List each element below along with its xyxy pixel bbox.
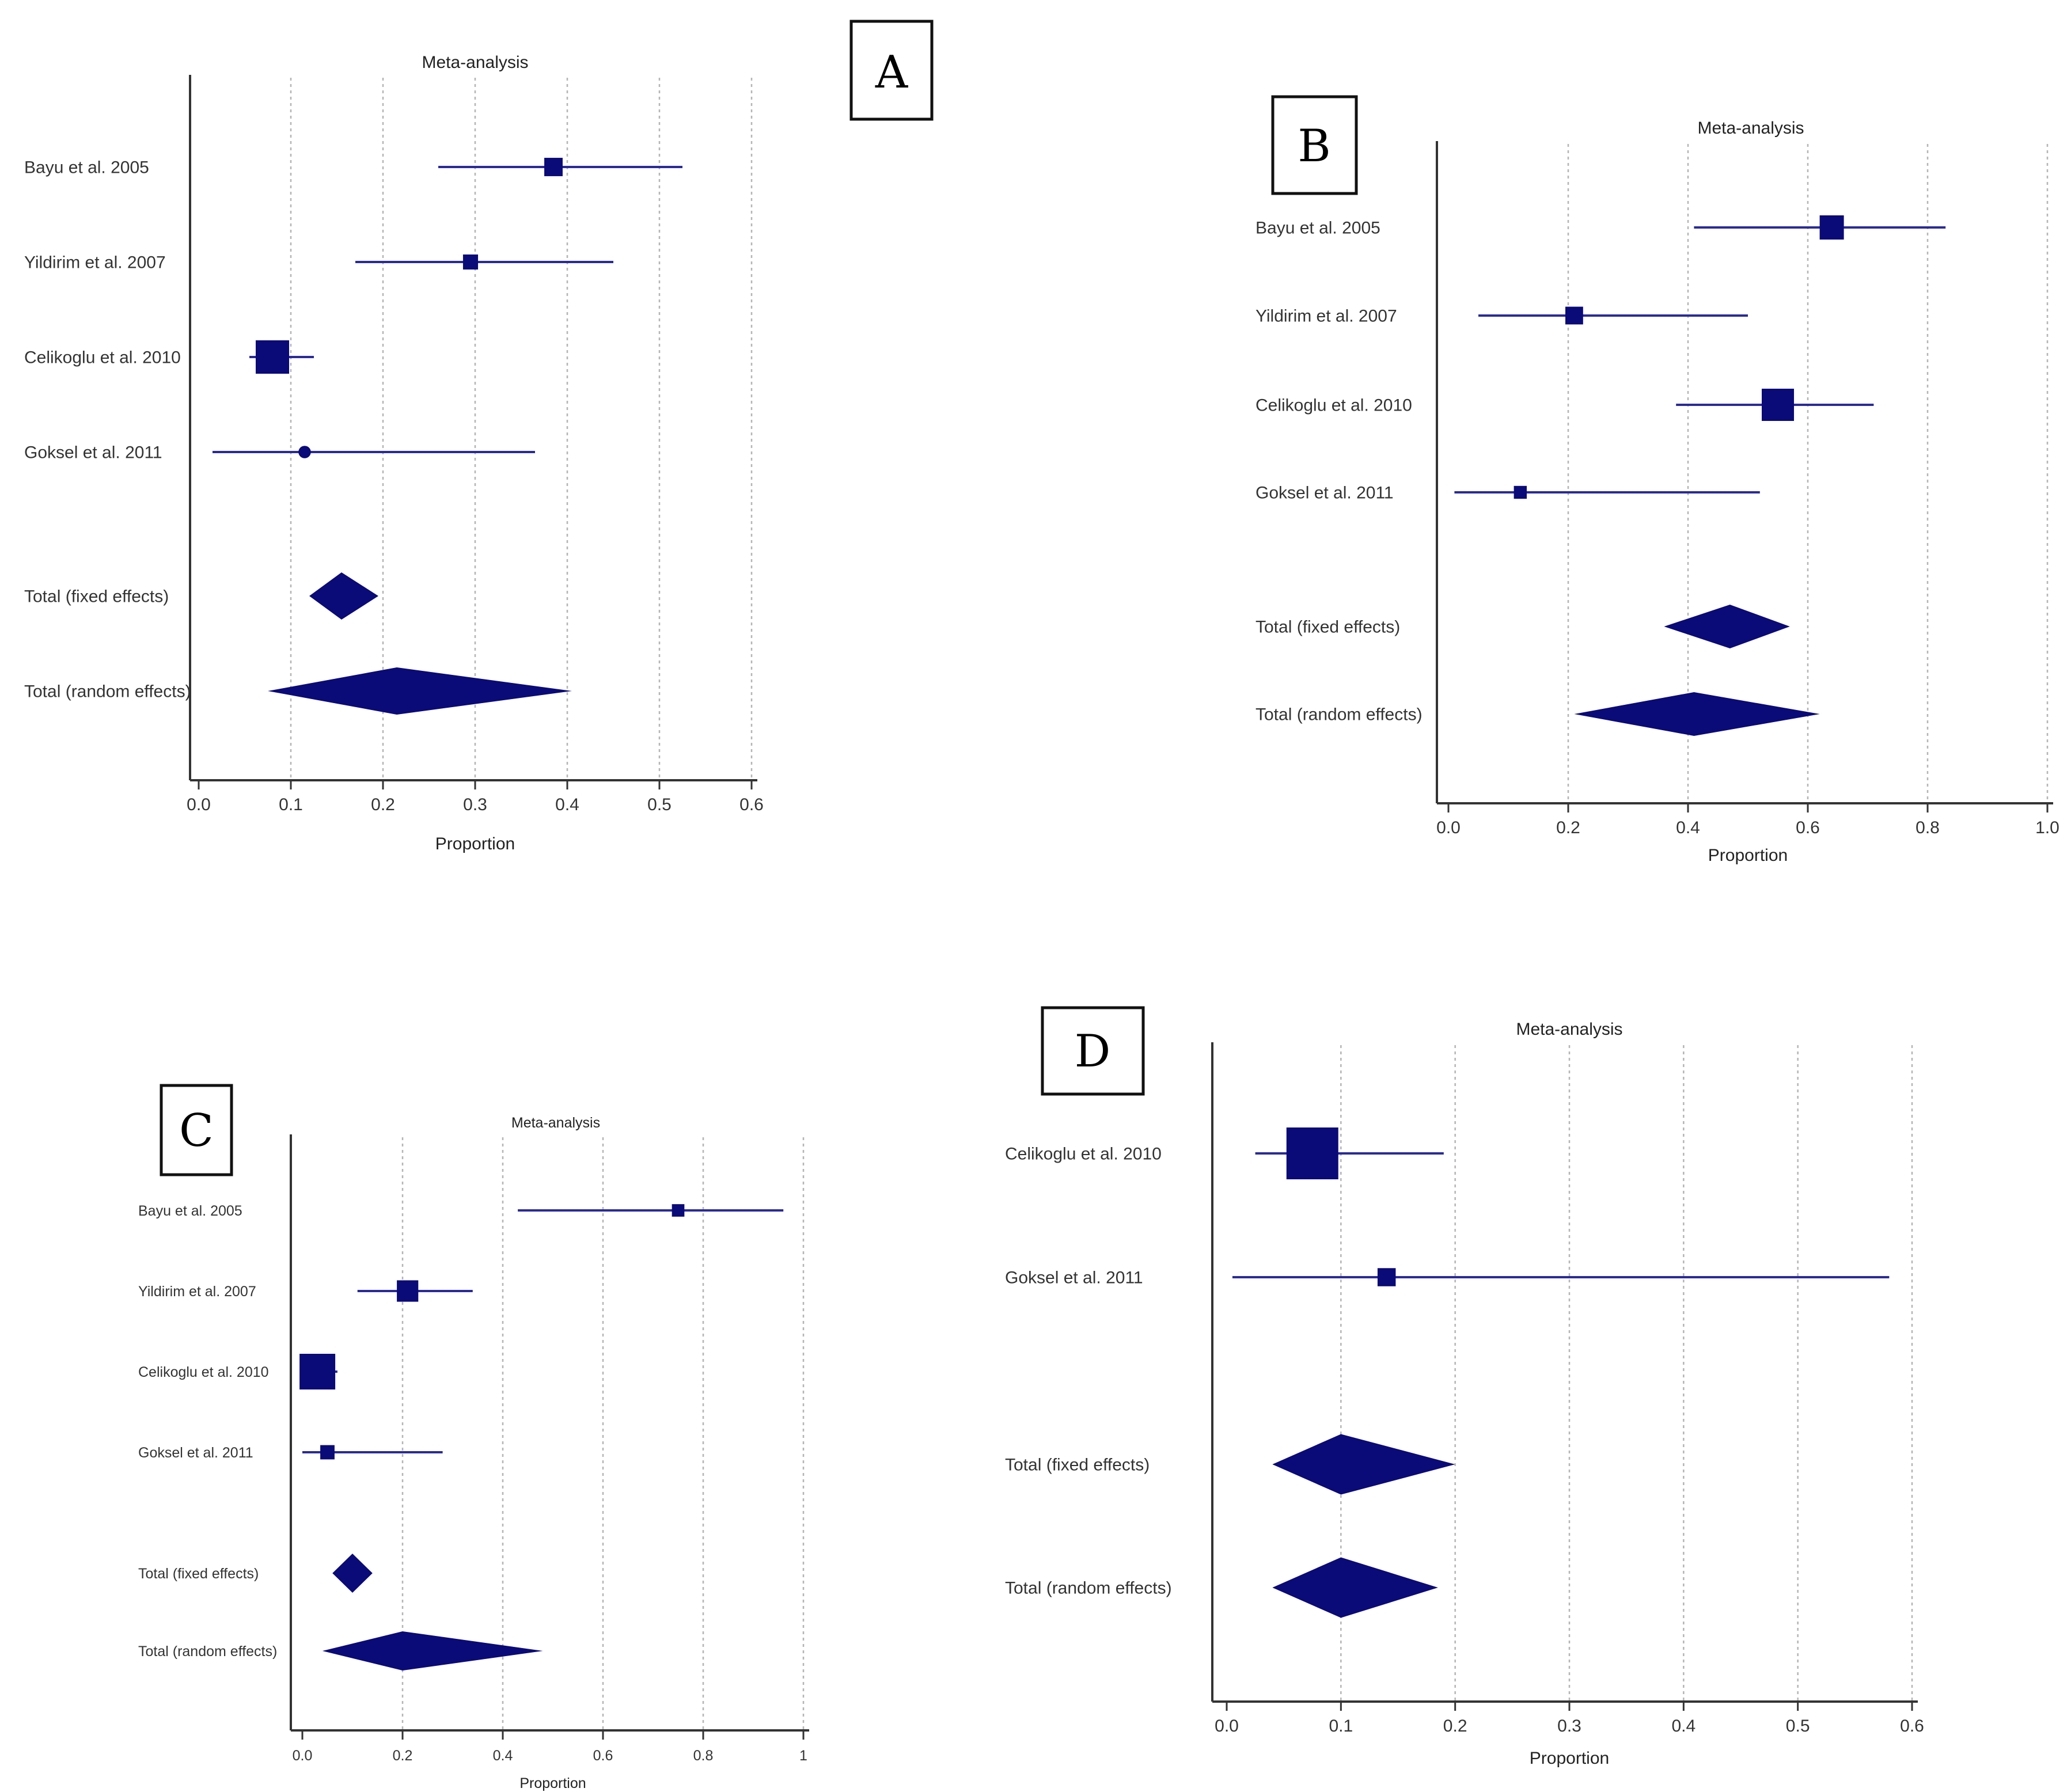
study-point-marker bbox=[397, 1280, 419, 1302]
chart-title: Meta-analysis bbox=[1697, 119, 1804, 138]
panel-label: D bbox=[1075, 1026, 1111, 1077]
total-label: Total (fixed effects) bbox=[138, 1566, 259, 1582]
study-label: Yildirim et al. 2007 bbox=[24, 253, 166, 272]
x-tick-label: 0.6 bbox=[593, 1748, 613, 1764]
pooled-estimate-diamond bbox=[268, 667, 572, 715]
x-tick-label: 0.4 bbox=[1671, 1717, 1696, 1736]
pooled-estimate-diamond bbox=[322, 1631, 543, 1670]
total-label: Total (random effects) bbox=[1256, 705, 1423, 724]
study-point-marker bbox=[1762, 389, 1794, 421]
pooled-estimate-diamond bbox=[1574, 692, 1820, 736]
x-tick-label: 0.0 bbox=[293, 1748, 313, 1764]
chart-title: Meta-analysis bbox=[422, 53, 528, 72]
x-tick-label: 1.0 bbox=[2035, 818, 2059, 837]
x-axis-label: Proportion bbox=[435, 834, 515, 853]
study-label: Bayu et al. 2005 bbox=[1256, 219, 1380, 238]
x-tick-label: 0.6 bbox=[1900, 1717, 1924, 1736]
pooled-estimate-diamond bbox=[1272, 1557, 1438, 1618]
panel-c: C 0.0 0.2 0.4 0.6 0.8 1 Meta-analysis Proportion… bbox=[138, 1084, 809, 1791]
study-point-marker bbox=[299, 1354, 336, 1389]
total-label: Total (fixed effects) bbox=[24, 587, 169, 606]
x-tick-label: 0.0 bbox=[1436, 818, 1461, 837]
x-tick-label: 0.5 bbox=[1786, 1717, 1810, 1736]
x-tick-label: 0.2 bbox=[371, 795, 395, 814]
study-label: Bayu et al. 2005 bbox=[138, 1203, 242, 1219]
x-axis-label: Proportion bbox=[1530, 1749, 1609, 1768]
x-tick-label: 0.2 bbox=[1556, 818, 1580, 837]
pooled-estimate-diamond bbox=[1664, 605, 1790, 648]
panel-label: A bbox=[875, 47, 909, 98]
study-point-marker bbox=[672, 1204, 685, 1217]
chart-title: Meta-analysis bbox=[1516, 1020, 1622, 1039]
x-tick-label: 0.1 bbox=[1329, 1717, 1353, 1736]
x-tick-label: 0.0 bbox=[187, 795, 211, 814]
study-label: Goksel et al. 2011 bbox=[24, 443, 162, 462]
x-tick-label: 0.1 bbox=[279, 795, 303, 814]
panel-label-box bbox=[1271, 95, 1358, 195]
x-tick-label: 0.3 bbox=[1557, 1717, 1581, 1736]
chart-title: Meta-analysis bbox=[511, 1115, 600, 1131]
study-label: Goksel et al. 2011 bbox=[138, 1445, 253, 1461]
x-tick-label: 0.6 bbox=[1796, 818, 1820, 837]
panel-label: B bbox=[1298, 120, 1330, 172]
panel-label-box bbox=[1041, 1006, 1145, 1096]
panel-label-box bbox=[849, 20, 934, 121]
total-label: Total (random effects) bbox=[138, 1643, 277, 1660]
total-label: Total (fixed effects) bbox=[1256, 618, 1400, 637]
study-label: Goksel et al. 2011 bbox=[1005, 1269, 1143, 1288]
study-point-marker bbox=[1514, 485, 1527, 499]
x-tick-label: 1 bbox=[799, 1748, 807, 1764]
study-point-marker bbox=[1565, 306, 1583, 325]
x-tick-label: 0.2 bbox=[1443, 1717, 1467, 1736]
panel-label: C bbox=[179, 1105, 214, 1157]
study-point-marker bbox=[1377, 1268, 1396, 1286]
x-axis-label: Proportion bbox=[519, 1775, 586, 1791]
pooled-estimate-diamond bbox=[309, 572, 378, 620]
study-point-marker bbox=[544, 158, 563, 176]
study-label: Celikoglu et al. 2010 bbox=[1256, 396, 1412, 415]
x-tick-label: 0.6 bbox=[739, 795, 764, 814]
panel-b: B 0.0 0.2 0.4 0.6 0.8 1.0 Meta-analysis Proporti… bbox=[1256, 95, 2059, 865]
study-label: Celikoglu et al. 2010 bbox=[1005, 1145, 1162, 1164]
study-point-marker bbox=[1819, 215, 1844, 240]
total-label: Total (random effects) bbox=[1005, 1579, 1172, 1598]
study-label: Celikoglu et al. 2010 bbox=[24, 348, 181, 367]
study-point-marker bbox=[298, 446, 311, 458]
panel-label-box bbox=[160, 1084, 233, 1176]
study-point-marker bbox=[462, 254, 479, 270]
x-tick-label: 0.4 bbox=[493, 1748, 513, 1764]
study-label: Yildirim et al. 2007 bbox=[1256, 307, 1397, 326]
pooled-estimate-diamond bbox=[1272, 1434, 1455, 1495]
study-label: Celikoglu et al. 2010 bbox=[138, 1364, 269, 1380]
x-tick-label: 0.0 bbox=[1215, 1717, 1239, 1736]
study-point-marker bbox=[1286, 1127, 1338, 1179]
panel-d: D 0.0 0.1 0.2 0.3 0.4 0.5 0.6 Meta-analysis Propo… bbox=[1005, 1006, 1924, 1768]
x-tick-label: 0.2 bbox=[393, 1748, 413, 1764]
x-tick-label: 0.4 bbox=[555, 795, 579, 814]
x-tick-label: 0.8 bbox=[693, 1748, 714, 1764]
total-label: Total (random effects) bbox=[24, 682, 191, 701]
x-tick-label: 0.8 bbox=[1916, 818, 1940, 837]
study-point-marker bbox=[320, 1445, 335, 1460]
pooled-estimate-diamond bbox=[332, 1554, 373, 1593]
study-label: Goksel et al. 2011 bbox=[1256, 484, 1394, 503]
study-label: Yildirim et al. 2007 bbox=[138, 1284, 256, 1300]
x-tick-label: 0.3 bbox=[463, 795, 487, 814]
x-tick-label: 0.5 bbox=[647, 795, 672, 814]
study-label: Bayu et al. 2005 bbox=[24, 158, 149, 177]
x-tick-label: 0.4 bbox=[1676, 818, 1700, 837]
panel-a: A 0.0 0.1 0.2 0.3 0.4 0.5 0.6 Meta-analysis Propo… bbox=[24, 20, 934, 853]
x-axis-label: Proportion bbox=[1708, 846, 1788, 865]
study-point-marker bbox=[256, 340, 289, 374]
total-label: Total (fixed effects) bbox=[1005, 1456, 1150, 1475]
